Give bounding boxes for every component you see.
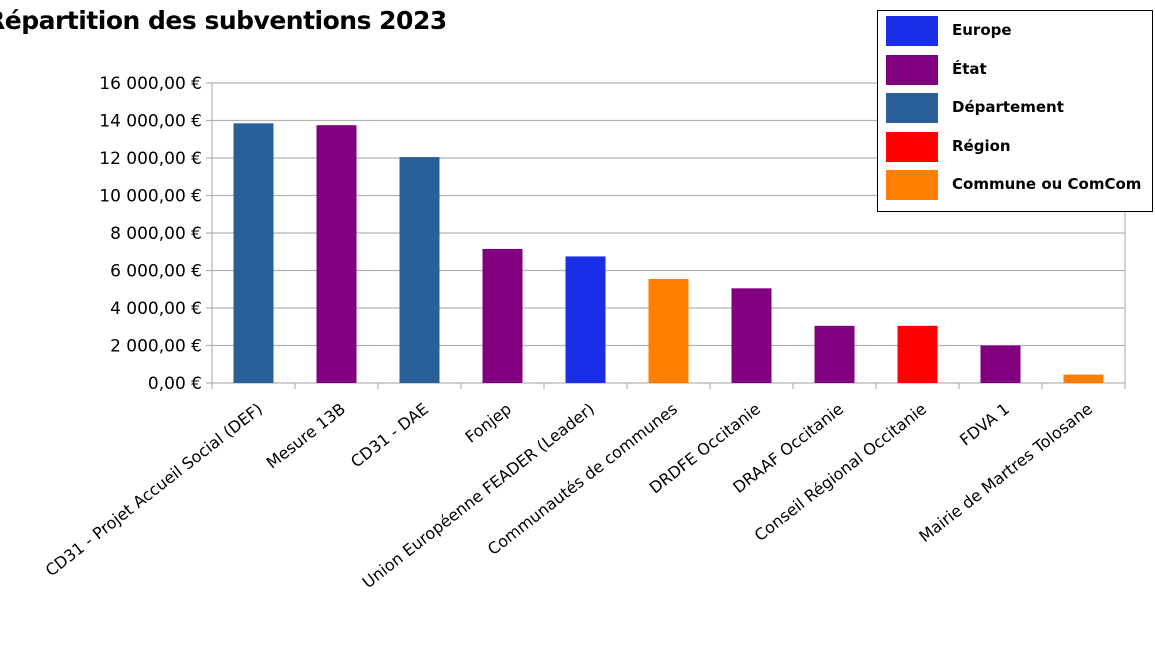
x-tick-label: Mairie de Martres Tolosane [915, 399, 1096, 546]
bar [897, 325, 938, 383]
x-tick-label: CD31 - DAE [347, 399, 432, 471]
axes [206, 82, 1126, 389]
y-tick-label: 8 000,00 € [110, 224, 202, 244]
legend-label: Commune ou ComCom [952, 175, 1142, 193]
y-tick-label: 2 000,00 € [110, 337, 202, 357]
bar [980, 345, 1021, 383]
y-tick-label: 6 000,00 € [110, 262, 202, 282]
y-tick-label: 12 000,00 € [99, 149, 202, 169]
x-tick-labels: CD31 - Projet Accueil Social (DEF)Mesure… [42, 399, 1096, 592]
bar [814, 325, 855, 383]
bar [233, 123, 274, 383]
bar [648, 278, 689, 383]
x-tick-label: Mesure 13B [263, 399, 349, 472]
legend-label: Europe [952, 21, 1012, 39]
legend-item: Europe [878, 16, 1152, 46]
bar [316, 125, 357, 383]
legend-label: État [952, 59, 987, 78]
y-tick-labels: 0,00 € 2 000,00 € 4 000,00 € 6 000,00 € 8 00… [99, 74, 202, 394]
x-tick-label: Fonjep [461, 399, 514, 447]
bar [565, 256, 606, 383]
x-tick-label: FDVA 1 [956, 399, 1013, 449]
legend: Europe État Département Région Commune ou Co… [877, 10, 1153, 212]
bar [731, 288, 772, 383]
y-tick-label: 10 000,00 € [99, 187, 202, 207]
bar [482, 248, 523, 383]
bar [399, 157, 440, 383]
legend-item: État [878, 54, 1152, 85]
y-tick-label: 0,00 € [148, 374, 202, 394]
legend-swatch [886, 170, 938, 200]
x-tick-label: CD31 - Projet Accueil Social (DEF) [42, 399, 266, 580]
y-tick-label: 4 000,00 € [110, 299, 202, 319]
y-tick-label: 16 000,00 € [99, 74, 202, 94]
legend-item: Département [878, 93, 1152, 123]
legend-label: Région [952, 136, 1011, 155]
legend-label: Département [952, 98, 1064, 116]
bar [1063, 374, 1104, 383]
legend-swatch [886, 131, 938, 162]
legend-item: Commune ou ComCom [878, 170, 1152, 200]
legend-item: Région [878, 131, 1152, 162]
legend-swatch [886, 93, 938, 123]
chart-title: Répartition des subventions 2023 [0, 6, 447, 35]
y-tick-label: 14 000,00 € [99, 112, 202, 132]
legend-swatch [886, 54, 938, 85]
x-tick-label: Conseil Régional Occitanie [751, 399, 930, 545]
bars [233, 123, 1104, 383]
legend-swatch [886, 16, 938, 46]
